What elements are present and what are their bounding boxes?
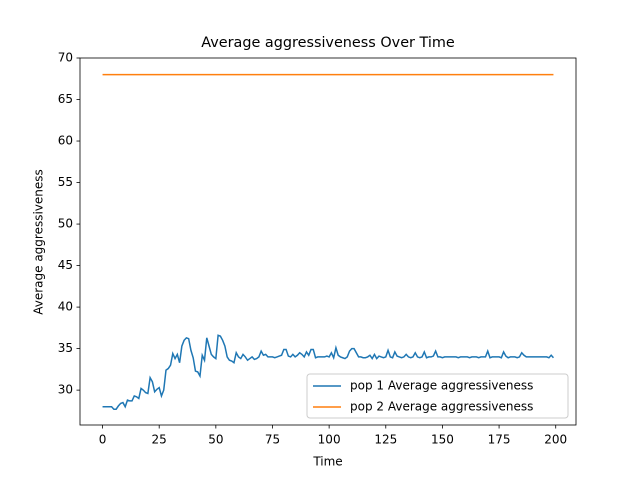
x-tick-label: 200 [544, 433, 567, 447]
chart-title: Average aggressiveness Over Time [201, 35, 455, 51]
y-tick-label: 70 [58, 51, 73, 65]
x-tick-label: 125 [374, 433, 397, 447]
y-tick-label: 65 [58, 92, 73, 106]
x-axis-label: Time [312, 455, 342, 469]
y-tick-label: 35 [58, 341, 73, 355]
legend-label: pop 1 Average aggressiveness [350, 379, 533, 393]
y-tick-label: 30 [58, 383, 73, 397]
x-tick-label: 25 [152, 433, 167, 447]
x-tick-label: 50 [208, 433, 223, 447]
legend-box [306, 373, 569, 419]
y-tick-label: 60 [58, 134, 73, 148]
x-tick-label: 75 [265, 433, 280, 447]
x-tick-label: 175 [488, 433, 511, 447]
y-tick-label: 55 [58, 175, 73, 189]
x-tick-label: 150 [431, 433, 454, 447]
y-tick-label: 50 [58, 217, 73, 231]
x-tick-label: 100 [318, 433, 341, 447]
legend-label: pop 2 Average aggressiveness [350, 400, 533, 414]
x-tick-label: 0 [99, 433, 107, 447]
y-tick-label: 40 [58, 300, 73, 314]
y-tick-label: 45 [58, 258, 73, 272]
plot-frame [79, 57, 577, 426]
line-series [102, 334, 555, 410]
y-axis-label: Average aggressiveness [32, 169, 46, 315]
